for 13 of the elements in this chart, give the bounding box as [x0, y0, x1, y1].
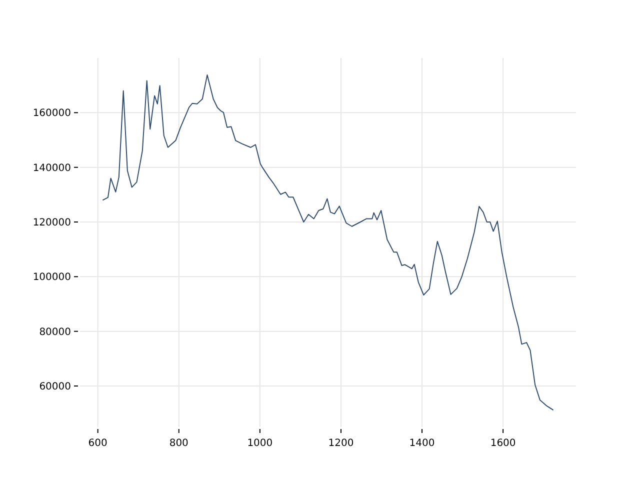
y-tick-label: 60000: [39, 382, 71, 392]
x-tick-label: 1400: [409, 438, 435, 449]
y-tick-label: 100000: [32, 272, 71, 284]
y-tick-label: 120000: [32, 218, 71, 228]
x-tick-label: 600: [88, 438, 108, 449]
y-tick-label: 80000: [39, 326, 71, 338]
y-tick-label: 160000: [32, 108, 71, 120]
x-tick-label: 1000: [247, 438, 273, 449]
x-tick-label: 1600: [490, 438, 516, 449]
line-series: [102, 74, 554, 411]
x-tick-label: 800: [169, 438, 188, 449]
x-tick-label: 1200: [328, 438, 354, 449]
y-tick-label: 140000: [32, 162, 71, 174]
